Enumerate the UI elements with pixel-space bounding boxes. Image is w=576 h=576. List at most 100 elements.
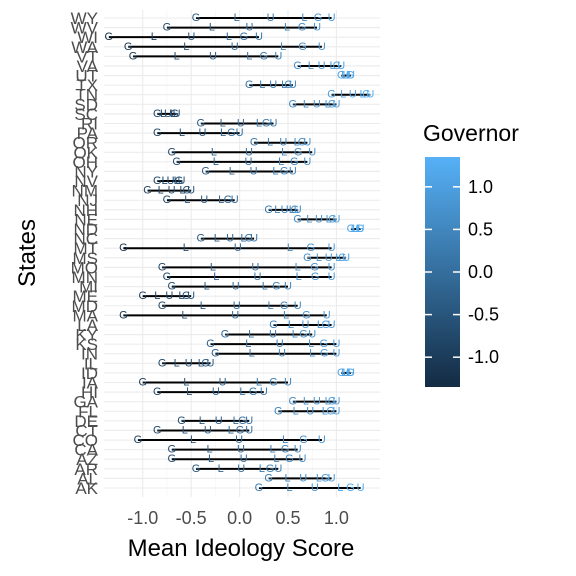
point-hi: U <box>260 386 268 398</box>
y-tick-label: VT <box>76 47 98 66</box>
point-nh: L <box>274 204 280 216</box>
point-az: U <box>240 453 248 465</box>
point-wa: U <box>318 41 326 53</box>
point-mn: U <box>254 271 262 283</box>
point-wy: U <box>267 12 275 24</box>
point-nd: L <box>351 223 357 235</box>
point-hi: G <box>153 386 162 398</box>
point-wv: G <box>163 22 172 34</box>
point-co: G <box>134 434 143 446</box>
point-nc: U <box>250 233 258 245</box>
y-tick-label: NV <box>74 172 98 191</box>
point-nj: G <box>163 194 172 206</box>
y-tick-label: IA <box>82 373 99 392</box>
point-mi: U <box>284 281 292 293</box>
point-ri: U <box>237 118 245 130</box>
legend-tick-label: 0.5 <box>468 219 493 239</box>
point-pa: U <box>199 127 207 139</box>
point-id: L <box>341 367 347 379</box>
point-la: U <box>328 319 336 331</box>
point-wa: L <box>280 41 286 53</box>
point-ut: G <box>346 70 355 82</box>
point-wv: U <box>313 22 321 34</box>
point-vt: G <box>260 50 269 62</box>
point-nm: U <box>168 185 176 197</box>
point-ri: L <box>220 118 226 130</box>
y-tick-label: MI <box>79 278 98 297</box>
point-hi: L <box>239 386 245 398</box>
y-tick-label: HI <box>81 383 98 402</box>
point-oh: U <box>245 156 253 168</box>
point-oh: L <box>278 156 284 168</box>
point-mn: G <box>163 271 172 283</box>
y-tick-label: DE <box>74 412 98 431</box>
point-sd: G <box>328 98 337 110</box>
point-mi: L <box>262 281 268 293</box>
point-ok: L <box>281 146 287 158</box>
point-ar: U <box>237 463 245 475</box>
point-tn: G <box>362 89 371 101</box>
point-ma: U <box>323 309 331 321</box>
y-tick-label: ID <box>81 364 98 383</box>
x-tick-label: 1.0 <box>324 508 349 528</box>
y-tick-label: CO <box>73 431 99 450</box>
y-tick-label: ND <box>73 220 98 239</box>
point-ok: U <box>245 146 253 158</box>
point-or: U <box>303 137 311 149</box>
point-ct: G <box>153 424 162 436</box>
point-md: G <box>158 300 167 312</box>
y-tick-label: IN <box>81 345 98 364</box>
point-or: L <box>294 137 300 149</box>
y-tick-label: UT <box>75 67 98 86</box>
point-in: L <box>249 348 255 360</box>
point-hi: G <box>249 386 258 398</box>
y-tick-label: FL <box>78 402 98 421</box>
y-tick-label: WA <box>71 38 98 57</box>
point-va: L <box>308 60 314 72</box>
y-tick-label: NY <box>74 162 98 181</box>
point-va: L <box>329 60 335 72</box>
point-nj: L <box>218 194 224 206</box>
point-co: G <box>299 434 308 446</box>
point-md: L <box>268 300 274 312</box>
point-wi: L <box>151 31 157 43</box>
point-mt: L <box>287 242 293 254</box>
point-nv: G <box>153 175 162 187</box>
point-la: G <box>269 319 278 331</box>
point-mt: G <box>306 242 315 254</box>
point-oh: G <box>290 156 299 168</box>
y-tick-label: KS <box>75 335 98 354</box>
point-va: U <box>337 60 345 72</box>
point-ca: U <box>237 444 245 456</box>
point-wv: U <box>246 22 254 34</box>
point-fl: L <box>293 405 299 417</box>
point-md: L <box>200 300 206 312</box>
point-ut: G <box>337 70 346 82</box>
legend-title: Governor <box>423 120 519 146</box>
point-sd: G <box>289 98 298 110</box>
point-ri: L <box>256 118 262 130</box>
point-nh: G <box>264 204 273 216</box>
point-id: L <box>346 367 352 379</box>
point-al: L <box>284 472 290 484</box>
point-al: U <box>328 472 336 484</box>
point-al: G <box>264 472 273 484</box>
y-tick-label: SC <box>74 105 98 124</box>
point-sc: L <box>170 108 176 120</box>
point-or: G <box>250 137 259 149</box>
point-pa: L <box>179 127 185 139</box>
point-wy: U <box>328 12 336 24</box>
point-ks: G <box>206 338 215 350</box>
point-mo: L <box>295 261 301 273</box>
point-ky: L <box>248 329 254 341</box>
point-tx: G <box>284 79 293 91</box>
point-il: L <box>198 357 204 369</box>
legend: Governor 1.0 0.5 0.0 -0.5 -1.0 <box>423 120 519 387</box>
point-nc: U <box>226 233 234 245</box>
point-la: L <box>317 319 323 331</box>
point-ar: L <box>259 463 265 475</box>
point-tn: L <box>340 89 346 101</box>
y-tick-label: CT <box>75 421 98 440</box>
point-tn: U <box>366 89 374 101</box>
